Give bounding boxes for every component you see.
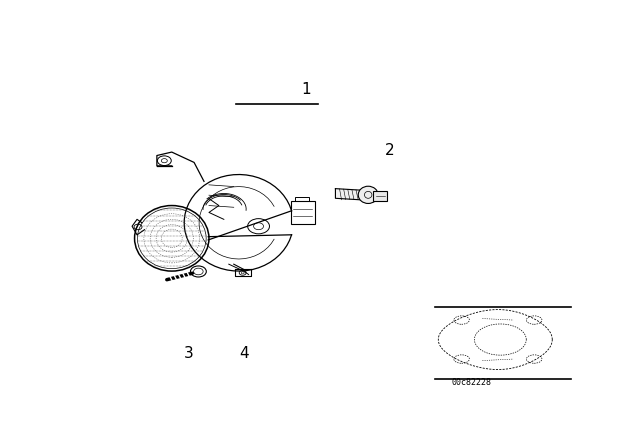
Polygon shape bbox=[335, 189, 364, 200]
Text: 2: 2 bbox=[385, 143, 395, 158]
Ellipse shape bbox=[358, 186, 378, 203]
Text: 4: 4 bbox=[239, 346, 248, 362]
Text: 1: 1 bbox=[301, 82, 310, 98]
Text: 00c82228: 00c82228 bbox=[452, 378, 492, 387]
Text: 3: 3 bbox=[184, 346, 194, 362]
Bar bbox=[373, 191, 387, 202]
Bar bbox=[295, 197, 308, 201]
Bar bbox=[291, 201, 315, 224]
